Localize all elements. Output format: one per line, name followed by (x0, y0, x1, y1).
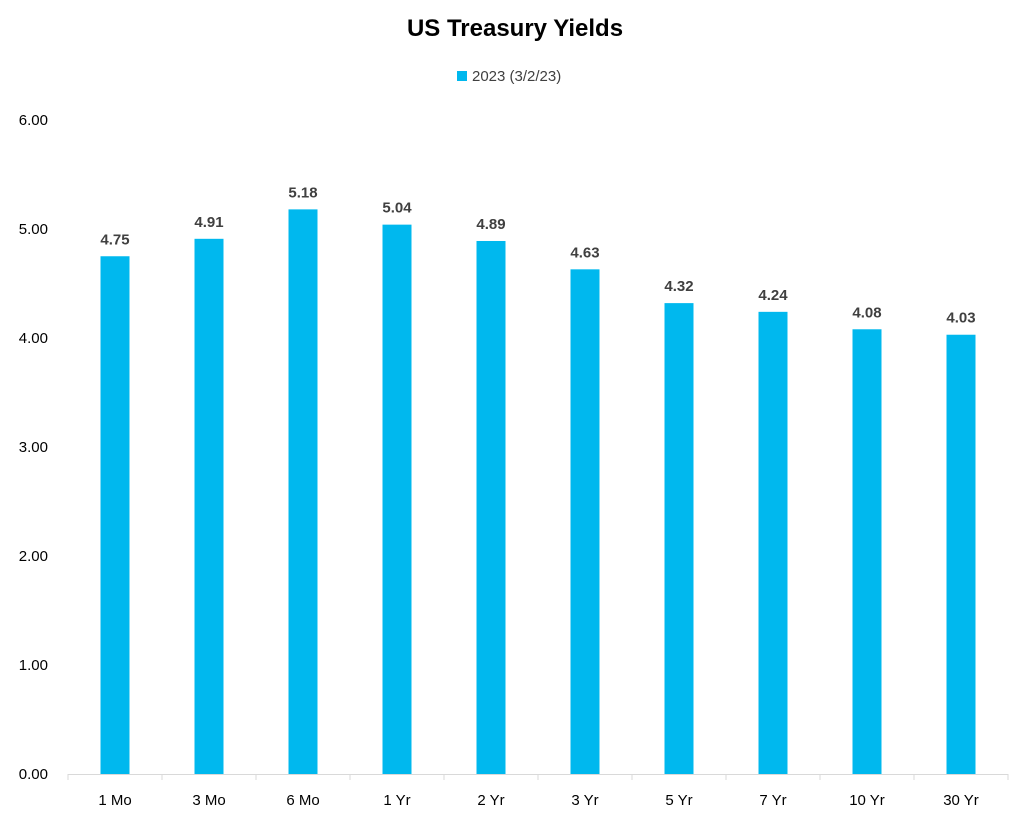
data-label: 4.75 (100, 231, 129, 248)
y-tick-label: 2.00 (19, 548, 48, 565)
x-tick-label: 1 Yr (383, 792, 410, 809)
bar (758, 311, 788, 774)
bar (664, 303, 694, 774)
y-tick-label: 4.00 (19, 330, 48, 347)
bar (288, 209, 318, 774)
x-tick-label: 10 Yr (849, 792, 885, 809)
bar (476, 240, 506, 775)
y-tick-label: 3.00 (19, 439, 48, 456)
x-tick-label: 6 Mo (286, 792, 319, 809)
x-tick-label: 3 Yr (571, 792, 598, 809)
data-label: 4.89 (476, 216, 505, 233)
x-tick-label: 7 Yr (759, 792, 786, 809)
bars-group (100, 209, 976, 775)
data-label: 4.32 (664, 278, 693, 295)
legend: 2023 (3/2/23) (457, 68, 561, 85)
data-label: 5.18 (288, 184, 317, 201)
bar (100, 256, 130, 774)
data-label: 4.03 (946, 310, 975, 327)
legend-label: 2023 (3/2/23) (472, 68, 561, 85)
x-tick-label: 3 Mo (192, 792, 225, 809)
y-axis: 0.00 1.00 2.00 3.00 4.00 5.00 6.00 (19, 112, 48, 783)
x-tick-label: 2 Yr (477, 792, 504, 809)
data-label: 4.08 (852, 304, 881, 321)
x-tick-label: 1 Mo (98, 792, 131, 809)
data-label: 4.91 (194, 214, 223, 231)
y-tick-label: 5.00 (19, 221, 48, 238)
bar (382, 224, 412, 774)
chart-title: US Treasury Yields (407, 15, 623, 42)
x-tick-label: 5 Yr (665, 792, 692, 809)
y-tick-label: 6.00 (19, 112, 48, 129)
bar (194, 238, 224, 774)
legend-swatch (457, 71, 467, 81)
bar (852, 329, 882, 774)
y-tick-label: 1.00 (19, 657, 48, 674)
data-labels-group: 4.75 4.91 5.18 5.04 4.89 4.63 4.32 4.24 4.08 4.03 (100, 184, 975, 326)
data-label: 5.04 (382, 200, 412, 217)
data-label: 4.63 (570, 244, 599, 261)
y-tick-label: 0.00 (19, 766, 48, 783)
data-label: 4.24 (758, 287, 788, 304)
x-tick-label: 30 Yr (943, 792, 979, 809)
x-axis: 1 Mo 3 Mo 6 Mo 1 Yr 2 Yr 3 Yr 5 Yr 7 Yr 10 Yr 30 … (67, 774, 1009, 809)
bar (570, 269, 600, 774)
bar (946, 334, 976, 774)
